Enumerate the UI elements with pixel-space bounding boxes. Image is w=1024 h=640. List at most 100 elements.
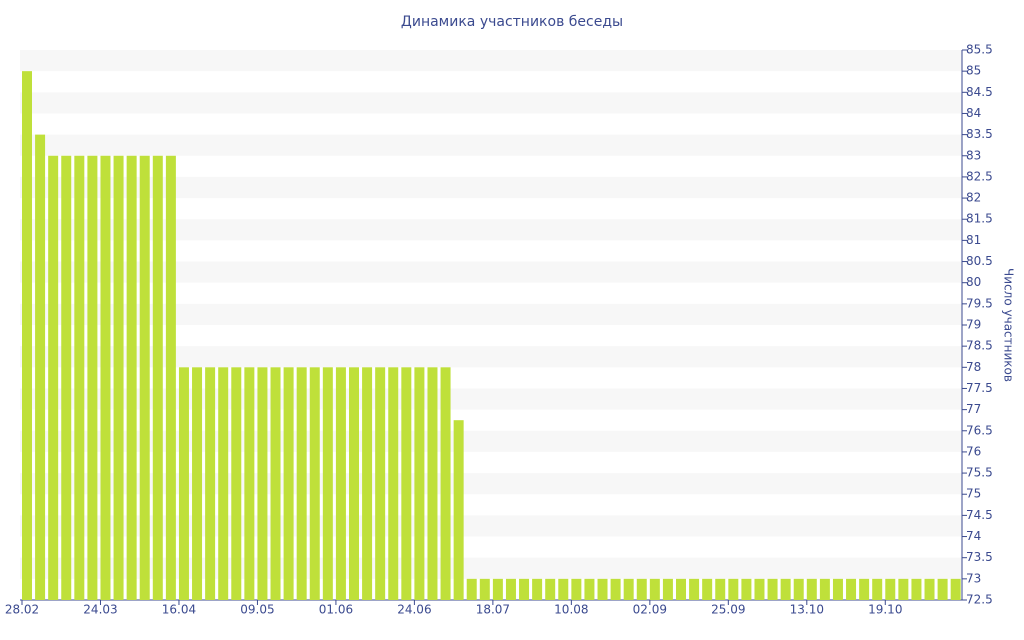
bar: [35, 134, 46, 600]
y-tick-label: 78: [966, 360, 981, 374]
bar: [231, 367, 242, 600]
y-tick-label: 75.5: [966, 466, 993, 480]
bar: [375, 367, 386, 600]
y-tick-label: 80.5: [966, 254, 993, 268]
y-tick-label: 84.5: [966, 85, 993, 99]
y-tick-label: 83.5: [966, 127, 993, 141]
bar: [22, 71, 32, 600]
grid-band: [20, 557, 962, 579]
bar: [937, 578, 948, 600]
bar: [754, 578, 765, 600]
bar: [349, 367, 359, 600]
y-tick-label: 80: [966, 275, 981, 289]
bar: [283, 367, 294, 600]
bar: [545, 578, 556, 600]
bar: [388, 367, 399, 600]
grid-band: [20, 473, 962, 495]
bar: [48, 155, 59, 600]
bar: [192, 367, 203, 600]
bar: [165, 155, 176, 600]
bar: [492, 578, 503, 600]
x-tick-label: 24.06: [397, 603, 431, 617]
y-tick-label: 77.5: [966, 381, 993, 395]
x-tick-label: 09.05: [240, 603, 274, 617]
bar: [636, 578, 647, 600]
bar: [885, 578, 896, 600]
y-tick-label: 82: [966, 191, 981, 205]
y-tick-label: 73: [966, 571, 981, 585]
bar: [152, 155, 163, 600]
bar: [335, 367, 346, 600]
bar: [74, 155, 85, 600]
grid-band: [20, 50, 962, 72]
bar: [440, 367, 451, 600]
bar: [806, 578, 817, 600]
bar: [205, 367, 216, 600]
y-tick-label: 72.5: [966, 593, 993, 607]
bar: [519, 578, 530, 600]
bar: [414, 367, 425, 600]
bar: [793, 578, 804, 600]
bar: [427, 367, 438, 600]
y-tick-label: 83: [966, 148, 981, 162]
grid-band: [20, 303, 962, 325]
bar: [584, 578, 595, 600]
bar: [126, 155, 137, 600]
y-tick-label: 76: [966, 444, 981, 458]
bar: [453, 420, 464, 600]
grid-band: [20, 430, 962, 452]
y-tick-label: 75: [966, 487, 981, 501]
grid-band: [20, 176, 962, 199]
bar: [558, 578, 569, 600]
x-tick-label: 16.04: [162, 603, 196, 617]
bar: [61, 155, 72, 600]
bar: [113, 155, 124, 600]
y-tick-label: 79: [966, 318, 981, 332]
bar: [872, 578, 883, 600]
bar: [401, 367, 412, 600]
bar: [767, 578, 778, 600]
bar: [715, 578, 726, 600]
chart-title: Динамика участников беседы: [401, 14, 623, 30]
bar: [87, 155, 98, 600]
grid-band: [20, 219, 962, 241]
bar: [100, 155, 111, 600]
grid-band: [20, 261, 962, 283]
bar: [610, 578, 621, 600]
bar: [296, 367, 307, 600]
x-tick-label: 19.10: [868, 603, 902, 617]
x-tick-label: 28.02: [5, 603, 39, 617]
bar: [244, 367, 255, 600]
bar: [649, 578, 660, 600]
bar: [898, 578, 909, 600]
bar: [846, 578, 857, 600]
bar: [911, 578, 922, 600]
bar: [728, 578, 739, 600]
bar: [505, 578, 516, 600]
bar: [270, 367, 281, 600]
bar: [819, 578, 830, 600]
bar: [322, 367, 333, 600]
bar: [832, 578, 843, 600]
y-tick-label: 74: [966, 529, 981, 543]
y-tick-label: 82.5: [966, 169, 993, 183]
bar: [623, 578, 634, 600]
bar: [479, 578, 490, 600]
grid-band: [20, 346, 962, 368]
bar: [702, 578, 713, 600]
bar: [676, 578, 686, 600]
x-tick-label: 13.10: [790, 603, 824, 617]
bar: [780, 578, 791, 600]
bar: [662, 578, 673, 600]
y-tick-label: 85: [966, 64, 981, 78]
bar: [597, 578, 608, 600]
y-tick-label: 76.5: [966, 423, 993, 437]
y-tick-label: 79.5: [966, 296, 993, 310]
bar: [741, 578, 752, 600]
y-tick-label: 78.5: [966, 339, 993, 353]
x-tick-label: 25.09: [711, 603, 745, 617]
x-tick-label: 24.03: [83, 603, 117, 617]
x-tick-label: 18.07: [476, 603, 510, 617]
grid-band: [20, 92, 962, 114]
